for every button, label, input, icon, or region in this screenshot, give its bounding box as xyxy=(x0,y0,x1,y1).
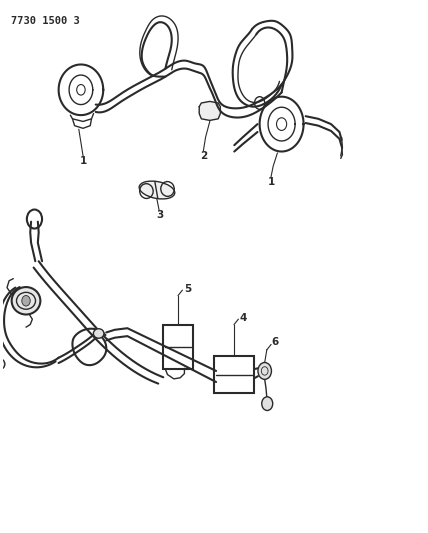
Text: 4: 4 xyxy=(240,313,247,322)
Circle shape xyxy=(276,118,287,131)
Ellipse shape xyxy=(12,287,40,314)
Circle shape xyxy=(77,85,85,95)
Polygon shape xyxy=(199,101,220,120)
Circle shape xyxy=(262,397,273,410)
Ellipse shape xyxy=(139,181,175,199)
Text: 7730 1500 3: 7730 1500 3 xyxy=(11,16,80,26)
Text: 2: 2 xyxy=(200,151,207,161)
Text: 5: 5 xyxy=(184,284,191,294)
Text: 3: 3 xyxy=(157,211,164,220)
Bar xyxy=(163,325,193,369)
Bar xyxy=(214,356,254,393)
Ellipse shape xyxy=(93,329,104,338)
Circle shape xyxy=(22,295,30,306)
Text: 1: 1 xyxy=(268,177,275,187)
Circle shape xyxy=(258,362,271,379)
Text: 1: 1 xyxy=(80,156,86,166)
Ellipse shape xyxy=(0,358,5,370)
Text: 6: 6 xyxy=(272,337,279,347)
